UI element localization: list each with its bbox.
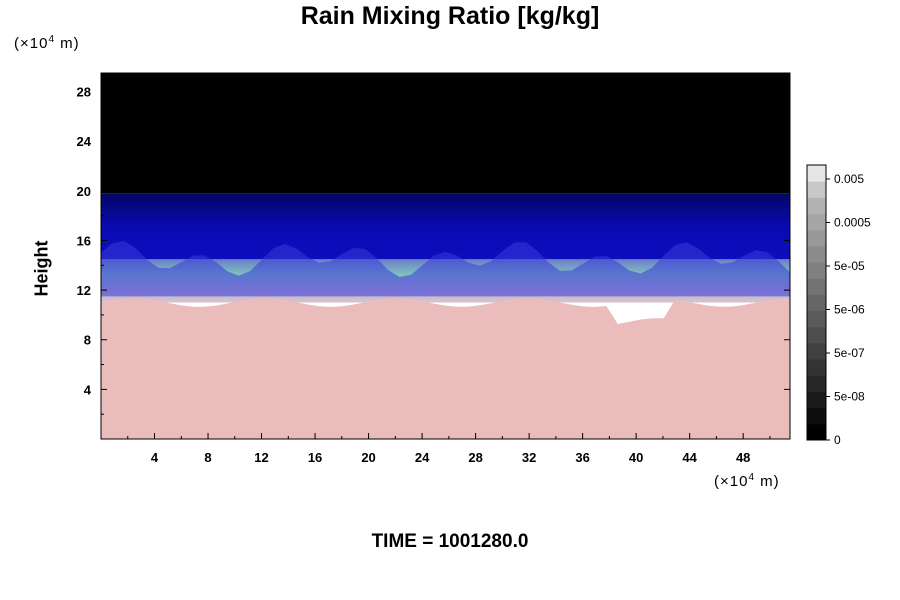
colorbar-cell — [807, 407, 826, 425]
y-unit-exponent: 4 — [48, 34, 56, 45]
colorbar: 0.005 0.0005 5e-05 5e-06 5e-07 5e-08 0 — [806, 164, 871, 447]
y-axis-unit: (×104 m) — [14, 34, 80, 52]
y-tick-label-8: 8 — [84, 333, 91, 348]
colorbar-cell — [807, 294, 826, 312]
x-tick-label-24: 24 — [415, 450, 430, 465]
colorbar-cell — [807, 326, 826, 344]
plot-frame — [100, 72, 791, 440]
turbulence-band — [101, 240, 790, 297]
colorbar-cell — [807, 342, 826, 360]
colorbar-cell — [807, 375, 826, 392]
colorbar-cell — [807, 391, 826, 409]
x-tick-label-28: 28 — [468, 450, 482, 465]
x-axis-unit: (×104 m) — [714, 472, 780, 490]
x-unit-exponent: 4 — [748, 472, 756, 483]
colorbar-label: 5e-06 — [834, 303, 865, 317]
x-unit-prefix: (×10 — [714, 473, 749, 490]
x-tick-label-48: 48 — [736, 450, 750, 465]
y-tick-label-28: 28 — [77, 85, 91, 100]
colorbar-cell — [807, 423, 826, 441]
colorbar-cell — [807, 310, 826, 328]
y-tick-label-4: 4 — [84, 382, 92, 397]
colorbar-label: 0 — [834, 433, 841, 447]
colorbar-cell — [807, 359, 826, 376]
region-lower — [101, 298, 790, 439]
chart-title: Rain Mixing Ratio [kg/kg] — [300, 2, 600, 30]
y-tick-label-16: 16 — [77, 233, 91, 248]
colorbar-cell — [807, 197, 826, 215]
region-top — [101, 73, 790, 194]
colorbar-cell — [807, 165, 826, 182]
colorbar-cell — [807, 181, 826, 198]
colorbar-cell — [807, 213, 826, 231]
colorbar-cell — [807, 229, 826, 247]
y-tick-label-12: 12 — [77, 283, 91, 298]
x-tick-label-4: 4 — [151, 450, 159, 465]
colorbar-label: 5e-05 — [834, 259, 865, 273]
plot-area — [101, 73, 790, 439]
colorbar-label: 0.005 — [834, 172, 864, 186]
y-tick-label-20: 20 — [77, 184, 91, 199]
colorbar-frame — [806, 164, 827, 441]
x-tick-label-44: 44 — [682, 450, 697, 465]
x-tick-label-20: 20 — [361, 450, 375, 465]
y-tick-label-24: 24 — [77, 134, 92, 149]
x-tick-label-32: 32 — [522, 450, 536, 465]
colorbar-cell — [807, 278, 826, 295]
colorbar-label: 5e-08 — [834, 390, 865, 404]
x-tick-label-40: 40 — [629, 450, 643, 465]
colorbar-label: 0.0005 — [834, 216, 871, 230]
x-tick-label-36: 36 — [575, 450, 589, 465]
y-unit-prefix: (×10 — [14, 35, 49, 52]
x-tick-label-8: 8 — [204, 450, 211, 465]
time-label: TIME = 1001280.0 — [371, 531, 529, 552]
colorbar-cell — [807, 262, 826, 279]
x-tick-label-16: 16 — [308, 450, 322, 465]
x-tick-label-12: 12 — [254, 450, 268, 465]
x-unit-suffix: m) — [755, 473, 780, 490]
colorbar-label: 5e-07 — [834, 346, 865, 360]
colorbar-cell — [807, 245, 826, 263]
y-unit-suffix: m) — [55, 35, 80, 52]
